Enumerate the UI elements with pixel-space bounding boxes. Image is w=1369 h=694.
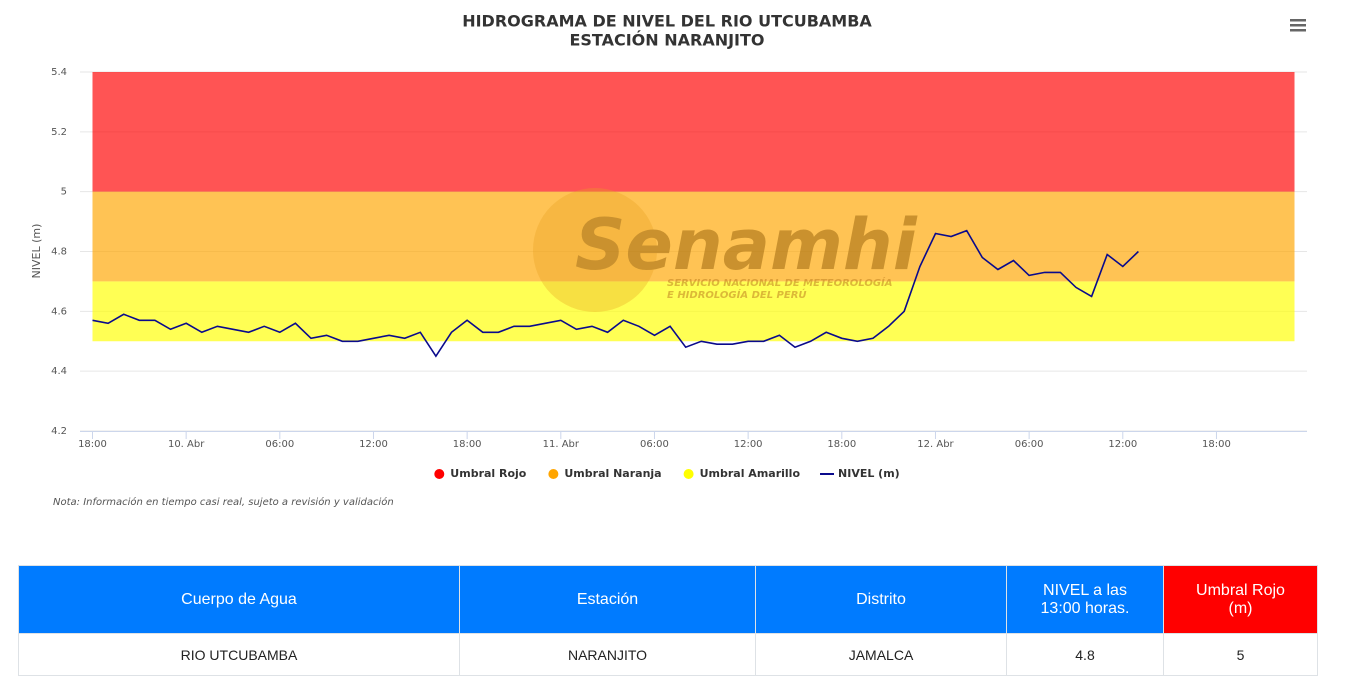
header-row: Cuerpo de Agua Estación Distrito NIVEL a…	[18, 565, 1318, 634]
x-tick-label: 12:00	[359, 439, 388, 450]
legend-marker	[683, 469, 694, 479]
x-tick-label: 06:00	[1015, 439, 1044, 450]
y-tick-label: 5	[61, 187, 67, 198]
note: Nota: Información en tiempo casi real, s…	[53, 496, 394, 508]
x-tick-label: 10. Abr	[168, 439, 205, 450]
x-tick-label: 06:00	[265, 439, 294, 450]
y-tick-label: 5.2	[51, 127, 67, 138]
header-cell: Estación	[459, 565, 756, 634]
legend-label: NIVEL (m)	[838, 467, 900, 480]
x-tick-label: 18:00	[827, 439, 856, 450]
watermark-name: Senamhi	[575, 204, 918, 286]
header-cell: Cuerpo de Agua	[18, 565, 460, 634]
legend-label: Umbral Amarillo	[700, 467, 801, 480]
cell: RIO UTCUBAMBA	[18, 633, 460, 676]
cell: JAMALCA	[755, 633, 1007, 676]
y-axis-label: NIVEL (m)	[30, 224, 43, 279]
x-tick-label: 18:00	[78, 439, 107, 450]
x-tick-label: 12:00	[734, 439, 763, 450]
legend: Umbral Rojo Umbral Naranja Umbral Amarillo…	[434, 467, 900, 480]
watermark: Senamhi SERVICIO NACIONAL DE METEOROLOGÍ…	[533, 188, 918, 312]
y-tick-label: 5.4	[51, 67, 67, 78]
threshold-band	[92, 191, 1295, 282]
legend-label: Umbral Naranja	[564, 467, 661, 480]
legend-marker	[548, 469, 559, 479]
legend-marker	[434, 469, 445, 479]
chart-subtitle: ESTACIÓN NARANJITO	[569, 31, 764, 50]
chart-title: HIDROGRAMA DE NIVEL DEL RIO UTCUBAMBA	[462, 12, 872, 31]
cell: 5	[1163, 633, 1318, 676]
cell: NARANJITO	[459, 633, 756, 676]
header-cell: Umbral Rojo (m)	[1163, 565, 1318, 634]
chart: HIDROGRAMA DE NIVEL DEL RIO UTCUBAMBA ES…	[30, 12, 1307, 508]
x-tick-label: 18:00	[1202, 439, 1231, 450]
watermark-line: E HIDROLOGÍA DEL PERÚ	[667, 288, 807, 301]
x-tick-label: 12. Abr	[917, 439, 954, 450]
y-tick-label: 4.8	[51, 247, 67, 258]
x-tick-label: 12:00	[1108, 439, 1137, 450]
x-tick-label: 11. Abr	[543, 439, 580, 450]
menu-bar[interactable]	[1290, 29, 1306, 32]
header-cell: Distrito	[755, 565, 1007, 634]
data-row: RIO UTCUBAMBA NARANJITO JAMALCA 4.8 5	[18, 633, 1318, 676]
y-tick-label: 4.4	[51, 366, 67, 377]
cell: 4.8	[1006, 633, 1164, 676]
watermark-line: SERVICIO NACIONAL DE METEOROLOGÍA	[667, 276, 893, 289]
x-tick-label: 18:00	[453, 439, 482, 450]
header-cell: NIVEL a las 13:00 horas.	[1006, 565, 1164, 634]
menu-bar[interactable]	[1290, 24, 1306, 27]
data-table: Cuerpo de Agua Estación Distrito NIVEL a…	[18, 565, 1318, 676]
legend-label: Umbral Rojo	[450, 467, 527, 480]
menu-button[interactable]	[1290, 19, 1306, 32]
watermark-sun	[533, 188, 657, 312]
y-tick-label: 4.2	[51, 426, 67, 437]
level-line	[92, 229, 1139, 358]
x-tick-label: 06:00	[640, 439, 669, 450]
y-tick-label: 4.6	[51, 306, 67, 317]
threshold-band	[92, 72, 1295, 192]
menu-bar[interactable]	[1290, 19, 1306, 22]
